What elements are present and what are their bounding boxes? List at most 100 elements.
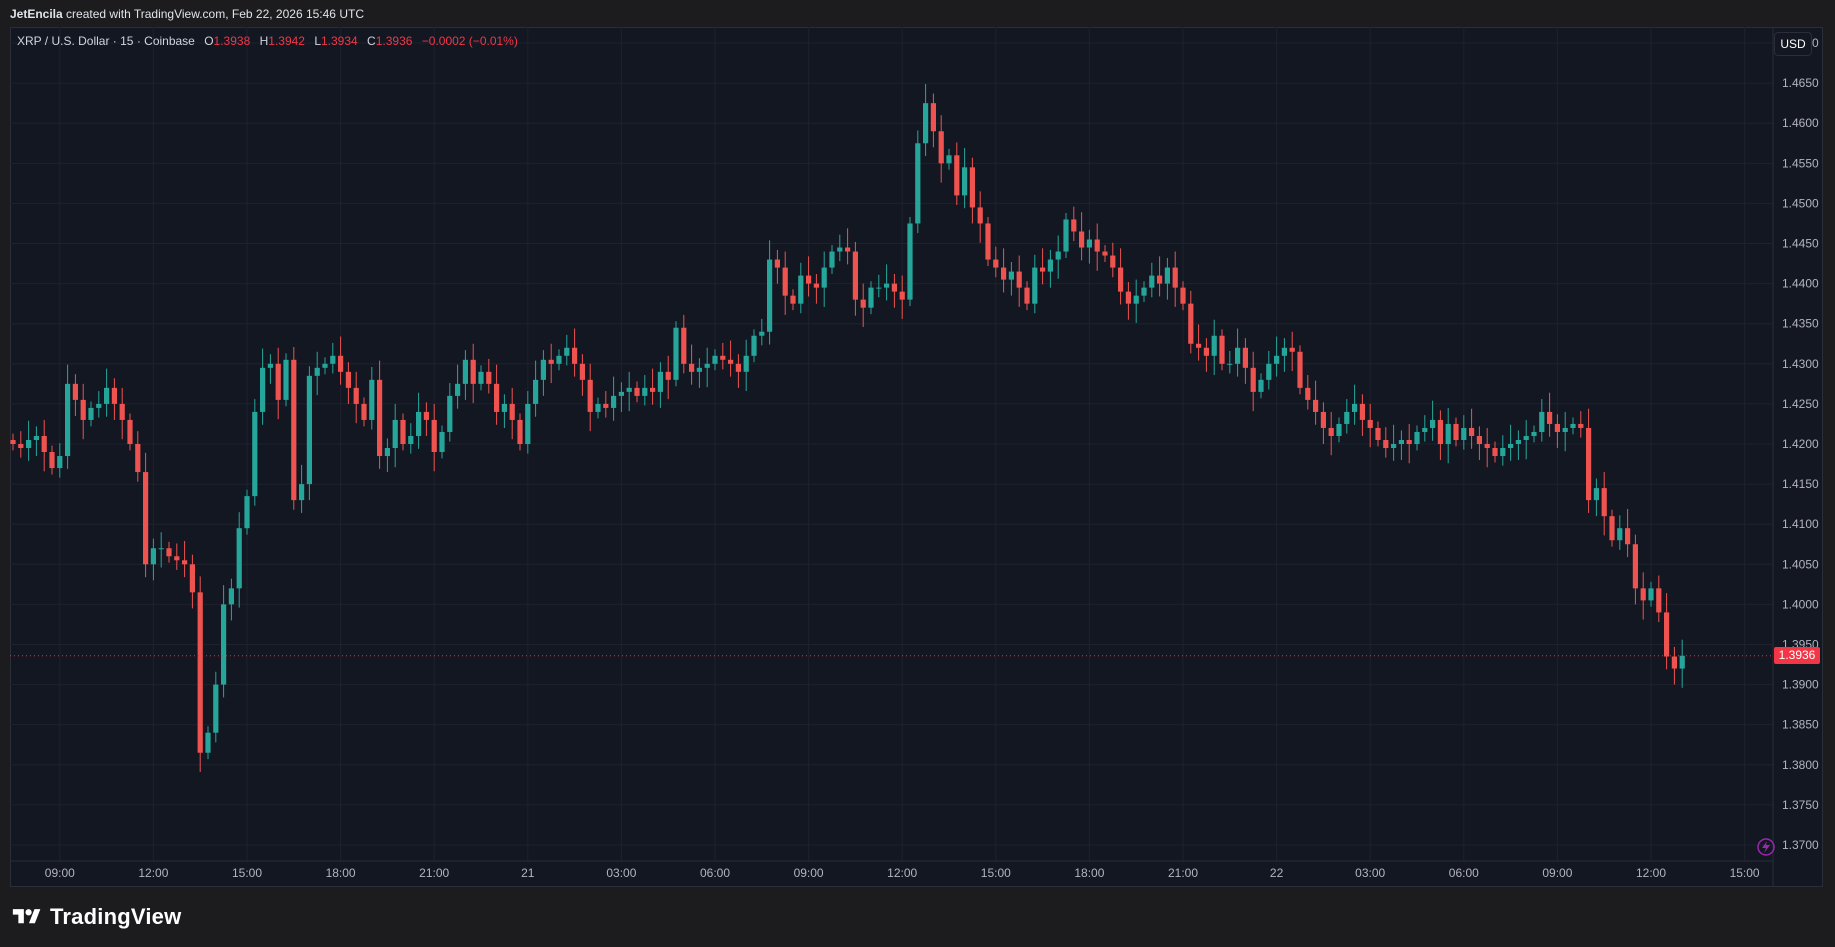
candle-body — [1102, 251, 1108, 256]
candle-body — [1258, 379, 1264, 392]
candle-body — [884, 283, 890, 288]
candle-body — [1266, 363, 1272, 380]
candle-body — [1632, 544, 1638, 589]
x-tick-label: 09:00 — [45, 866, 75, 880]
candle-body — [158, 548, 164, 550]
candle-body — [1656, 588, 1662, 613]
candle-body — [1461, 427, 1467, 440]
candle-body — [1515, 439, 1521, 444]
candle-body — [166, 548, 172, 557]
candles — [10, 83, 1685, 772]
candle-body — [1094, 239, 1100, 252]
candle-body — [1640, 588, 1646, 601]
symbol-name[interactable]: XRP / U.S. Dollar · 15 · Coinbase — [17, 34, 195, 48]
candle-body — [1211, 335, 1217, 356]
candle-body — [104, 387, 110, 404]
candle-body — [1164, 267, 1170, 284]
x-tick-label: 21 — [521, 866, 535, 880]
candle-body — [353, 387, 359, 404]
x-tick-label: 15:00 — [1730, 866, 1760, 880]
candle-body — [1476, 435, 1482, 444]
candle-body — [1601, 488, 1607, 517]
candle-body — [1664, 612, 1670, 657]
candle-body — [821, 267, 827, 288]
candle-body — [728, 359, 734, 364]
x-tick-label: 06:00 — [1449, 866, 1479, 880]
candle-body — [564, 347, 570, 356]
candle-body — [689, 363, 695, 372]
candle-body — [119, 403, 125, 420]
y-tick-label: 1.3700 — [1782, 838, 1819, 852]
candle-body — [876, 287, 882, 289]
candle-body — [517, 419, 523, 444]
candle-body — [41, 435, 47, 453]
candle-body — [423, 411, 429, 420]
candle-body — [1149, 275, 1155, 288]
x-tick-label: 15:00 — [232, 866, 262, 880]
candle-body — [579, 363, 585, 380]
candle-body — [1562, 427, 1568, 432]
candle-body — [1625, 528, 1631, 545]
candle-body — [182, 560, 188, 565]
candle-body — [587, 379, 593, 412]
candle-body — [1320, 411, 1326, 428]
candle-body — [860, 299, 866, 308]
candle-body — [26, 439, 32, 449]
tradingview-logo[interactable]: TradingView — [10, 904, 181, 930]
currency-button[interactable]: USD — [1774, 32, 1812, 56]
candle-body — [525, 403, 531, 444]
high-value: 1.3942 — [268, 34, 305, 48]
candle-body — [759, 331, 765, 336]
candle-body — [556, 355, 562, 364]
candle-body — [283, 359, 289, 400]
candle-body — [1203, 347, 1209, 356]
candle-body — [1570, 423, 1576, 428]
y-tick-label: 1.4200 — [1782, 437, 1819, 451]
y-tick-label: 1.4550 — [1782, 156, 1819, 170]
x-tick-label: 18:00 — [1074, 866, 1104, 880]
candle-body — [143, 472, 149, 565]
candle-body — [33, 435, 39, 440]
candle-body — [1586, 427, 1592, 501]
candle-body — [1352, 403, 1358, 412]
candle-body — [330, 355, 336, 364]
y-tick-label: 1.3850 — [1782, 718, 1819, 732]
y-tick-label: 1.4050 — [1782, 557, 1819, 571]
candle-body — [1172, 267, 1178, 288]
x-tick-label: 12:00 — [138, 866, 168, 880]
candle-body — [299, 484, 305, 501]
candle-body — [111, 387, 117, 404]
lightning-icon[interactable] — [1757, 838, 1775, 856]
candle-body — [10, 439, 16, 444]
candle-body — [72, 383, 78, 400]
y-tick-label: 1.4350 — [1782, 317, 1819, 331]
candle-body — [314, 367, 320, 376]
candle-body — [1391, 444, 1397, 449]
candle-body — [1141, 287, 1147, 296]
candle-body — [930, 103, 936, 132]
price-axis: 1.47001.46501.46001.45501.45001.44501.44… — [1782, 36, 1819, 852]
candle-body — [743, 355, 749, 372]
candle-body — [361, 403, 367, 420]
candle-body — [439, 431, 445, 453]
candle-body — [1289, 347, 1295, 352]
candle-body — [1196, 343, 1202, 348]
candle-body — [205, 732, 211, 753]
candle-body — [845, 247, 851, 252]
candle-body — [455, 383, 461, 396]
y-tick-label: 1.4450 — [1782, 237, 1819, 251]
candle-body — [696, 367, 702, 372]
y-tick-label: 1.3900 — [1782, 678, 1819, 692]
candle-body — [1414, 431, 1420, 444]
x-tick-label: 06:00 — [700, 866, 730, 880]
y-tick-label: 1.3750 — [1782, 798, 1819, 812]
candle-body — [174, 556, 180, 561]
candle-body — [1071, 219, 1077, 232]
candle-body — [1547, 411, 1553, 424]
candle-body — [384, 448, 390, 457]
tradingview-logo-text: TradingView — [50, 904, 182, 929]
candle-body — [135, 444, 141, 473]
candle-body — [1133, 295, 1139, 304]
candle-body — [946, 155, 952, 164]
